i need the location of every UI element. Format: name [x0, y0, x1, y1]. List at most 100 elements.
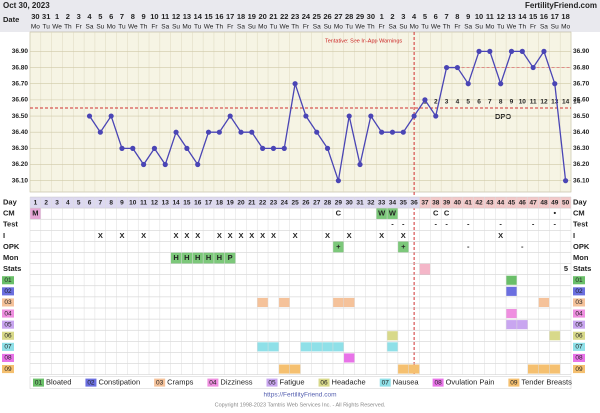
day-number: 49	[551, 199, 559, 206]
weekday-label: Sa	[237, 24, 245, 31]
date-label: 21	[269, 12, 277, 21]
entry-text: -	[499, 220, 502, 229]
temperature-point	[205, 129, 212, 135]
entry-cell	[419, 263, 431, 275]
day-cell	[527, 197, 539, 209]
temperature-point	[357, 161, 363, 168]
entry-text: X	[325, 231, 330, 240]
entry-text: X	[293, 231, 298, 240]
entry-text: X	[98, 231, 103, 240]
date-label: 4	[412, 12, 417, 21]
temperature-point	[97, 129, 103, 135]
entry-cell	[224, 252, 236, 264]
day-number: 21	[248, 199, 256, 206]
entry-text: X	[228, 231, 233, 240]
legend-name: Tender Breasts	[521, 378, 572, 387]
symptom-cell	[311, 342, 323, 352]
symptom-code: 02	[4, 288, 12, 295]
temperature-point	[498, 81, 504, 87]
weekday-label: Sa	[464, 24, 472, 31]
y-tick-label-right: 36.90	[573, 48, 590, 55]
day-number: 12	[151, 199, 159, 206]
temperature-point	[227, 113, 233, 119]
symptom-code-box	[2, 287, 14, 296]
symptom-code: 04	[4, 310, 12, 317]
symptom-code-right: 01	[575, 277, 583, 284]
date-label: 16	[540, 12, 548, 21]
day-number: 7	[99, 199, 103, 206]
date-label: 30	[31, 12, 39, 21]
day-number: 3	[55, 199, 59, 206]
symptom-code-box	[2, 276, 14, 285]
symptom-cell	[343, 297, 355, 307]
temperature-point	[216, 129, 222, 135]
dpo-label: DPO	[495, 112, 511, 121]
day-number: 18	[216, 199, 224, 206]
entry-text: M	[32, 209, 38, 218]
weekday-label: Mo	[182, 24, 191, 31]
day-cell	[516, 197, 528, 209]
date-label: 23	[291, 12, 299, 21]
y-tick-label-right: 36.20	[573, 161, 590, 168]
legend-code: 09	[510, 379, 518, 386]
temperature-point	[519, 48, 525, 54]
symptom-cell	[278, 364, 290, 374]
row-label-right: I	[573, 231, 575, 240]
date-label: 26	[323, 12, 331, 21]
entry-text: -	[435, 220, 438, 229]
day-number: 30	[346, 199, 354, 206]
day-cell	[430, 197, 442, 209]
symptom-code-right: 09	[575, 366, 583, 373]
weekday-label: Tu	[270, 24, 278, 31]
day-number: 20	[237, 199, 245, 206]
date-label: 18	[237, 12, 245, 21]
date-label: 29	[356, 12, 364, 21]
dpo-number: 5	[466, 99, 470, 106]
date-label: 2	[390, 12, 394, 21]
entry-text: H	[195, 253, 200, 262]
date-label: 14	[518, 12, 527, 21]
temperature-point	[119, 145, 125, 151]
date-label: 30	[367, 12, 375, 21]
site-name: FertilityFriend.com	[525, 1, 597, 10]
weekday-label: Tu	[43, 24, 51, 31]
row-label-right: Day	[573, 198, 588, 207]
day-number: 26	[302, 199, 310, 206]
weekday-label: We	[52, 24, 62, 31]
weekday-label: Th	[216, 24, 224, 31]
legend-name: Ovulation Pain	[446, 378, 495, 387]
weekday-label: Su	[399, 24, 407, 31]
dpo-number: 11	[530, 99, 537, 106]
y-tick-label-right: 36.10	[573, 177, 590, 184]
symptom-cell	[506, 275, 517, 285]
weekday-label: Mo	[410, 24, 419, 31]
temperature-point	[530, 64, 536, 71]
symptom-cell	[387, 342, 398, 352]
y-tick-label: 36.50	[12, 113, 29, 120]
date-label: 9	[466, 12, 470, 21]
symptom-code: 08	[4, 355, 12, 362]
symptom-code-box	[2, 365, 14, 374]
weekday-label: Mo	[258, 24, 267, 31]
temperature-point	[314, 129, 320, 135]
symptom-code-box-right	[573, 331, 585, 340]
day-number: 40	[454, 199, 462, 206]
legend-swatch	[318, 378, 330, 387]
weekday-label: Tu	[194, 24, 202, 31]
weekday-label: Th	[140, 24, 148, 31]
date-label: 6	[434, 12, 438, 21]
temperature-point	[335, 178, 341, 184]
day-cell	[462, 197, 474, 209]
date-label: 3	[401, 12, 405, 21]
symptom-cell	[343, 353, 355, 363]
row-label: I	[3, 231, 5, 240]
date-label: 8	[455, 12, 459, 21]
day-cell	[484, 197, 496, 209]
entry-text: -	[467, 242, 470, 251]
day-cell	[495, 197, 507, 209]
day-number: 50	[562, 199, 570, 206]
entry-cell	[387, 208, 398, 220]
entry-text: -	[391, 220, 394, 229]
entry-cell	[203, 252, 214, 264]
